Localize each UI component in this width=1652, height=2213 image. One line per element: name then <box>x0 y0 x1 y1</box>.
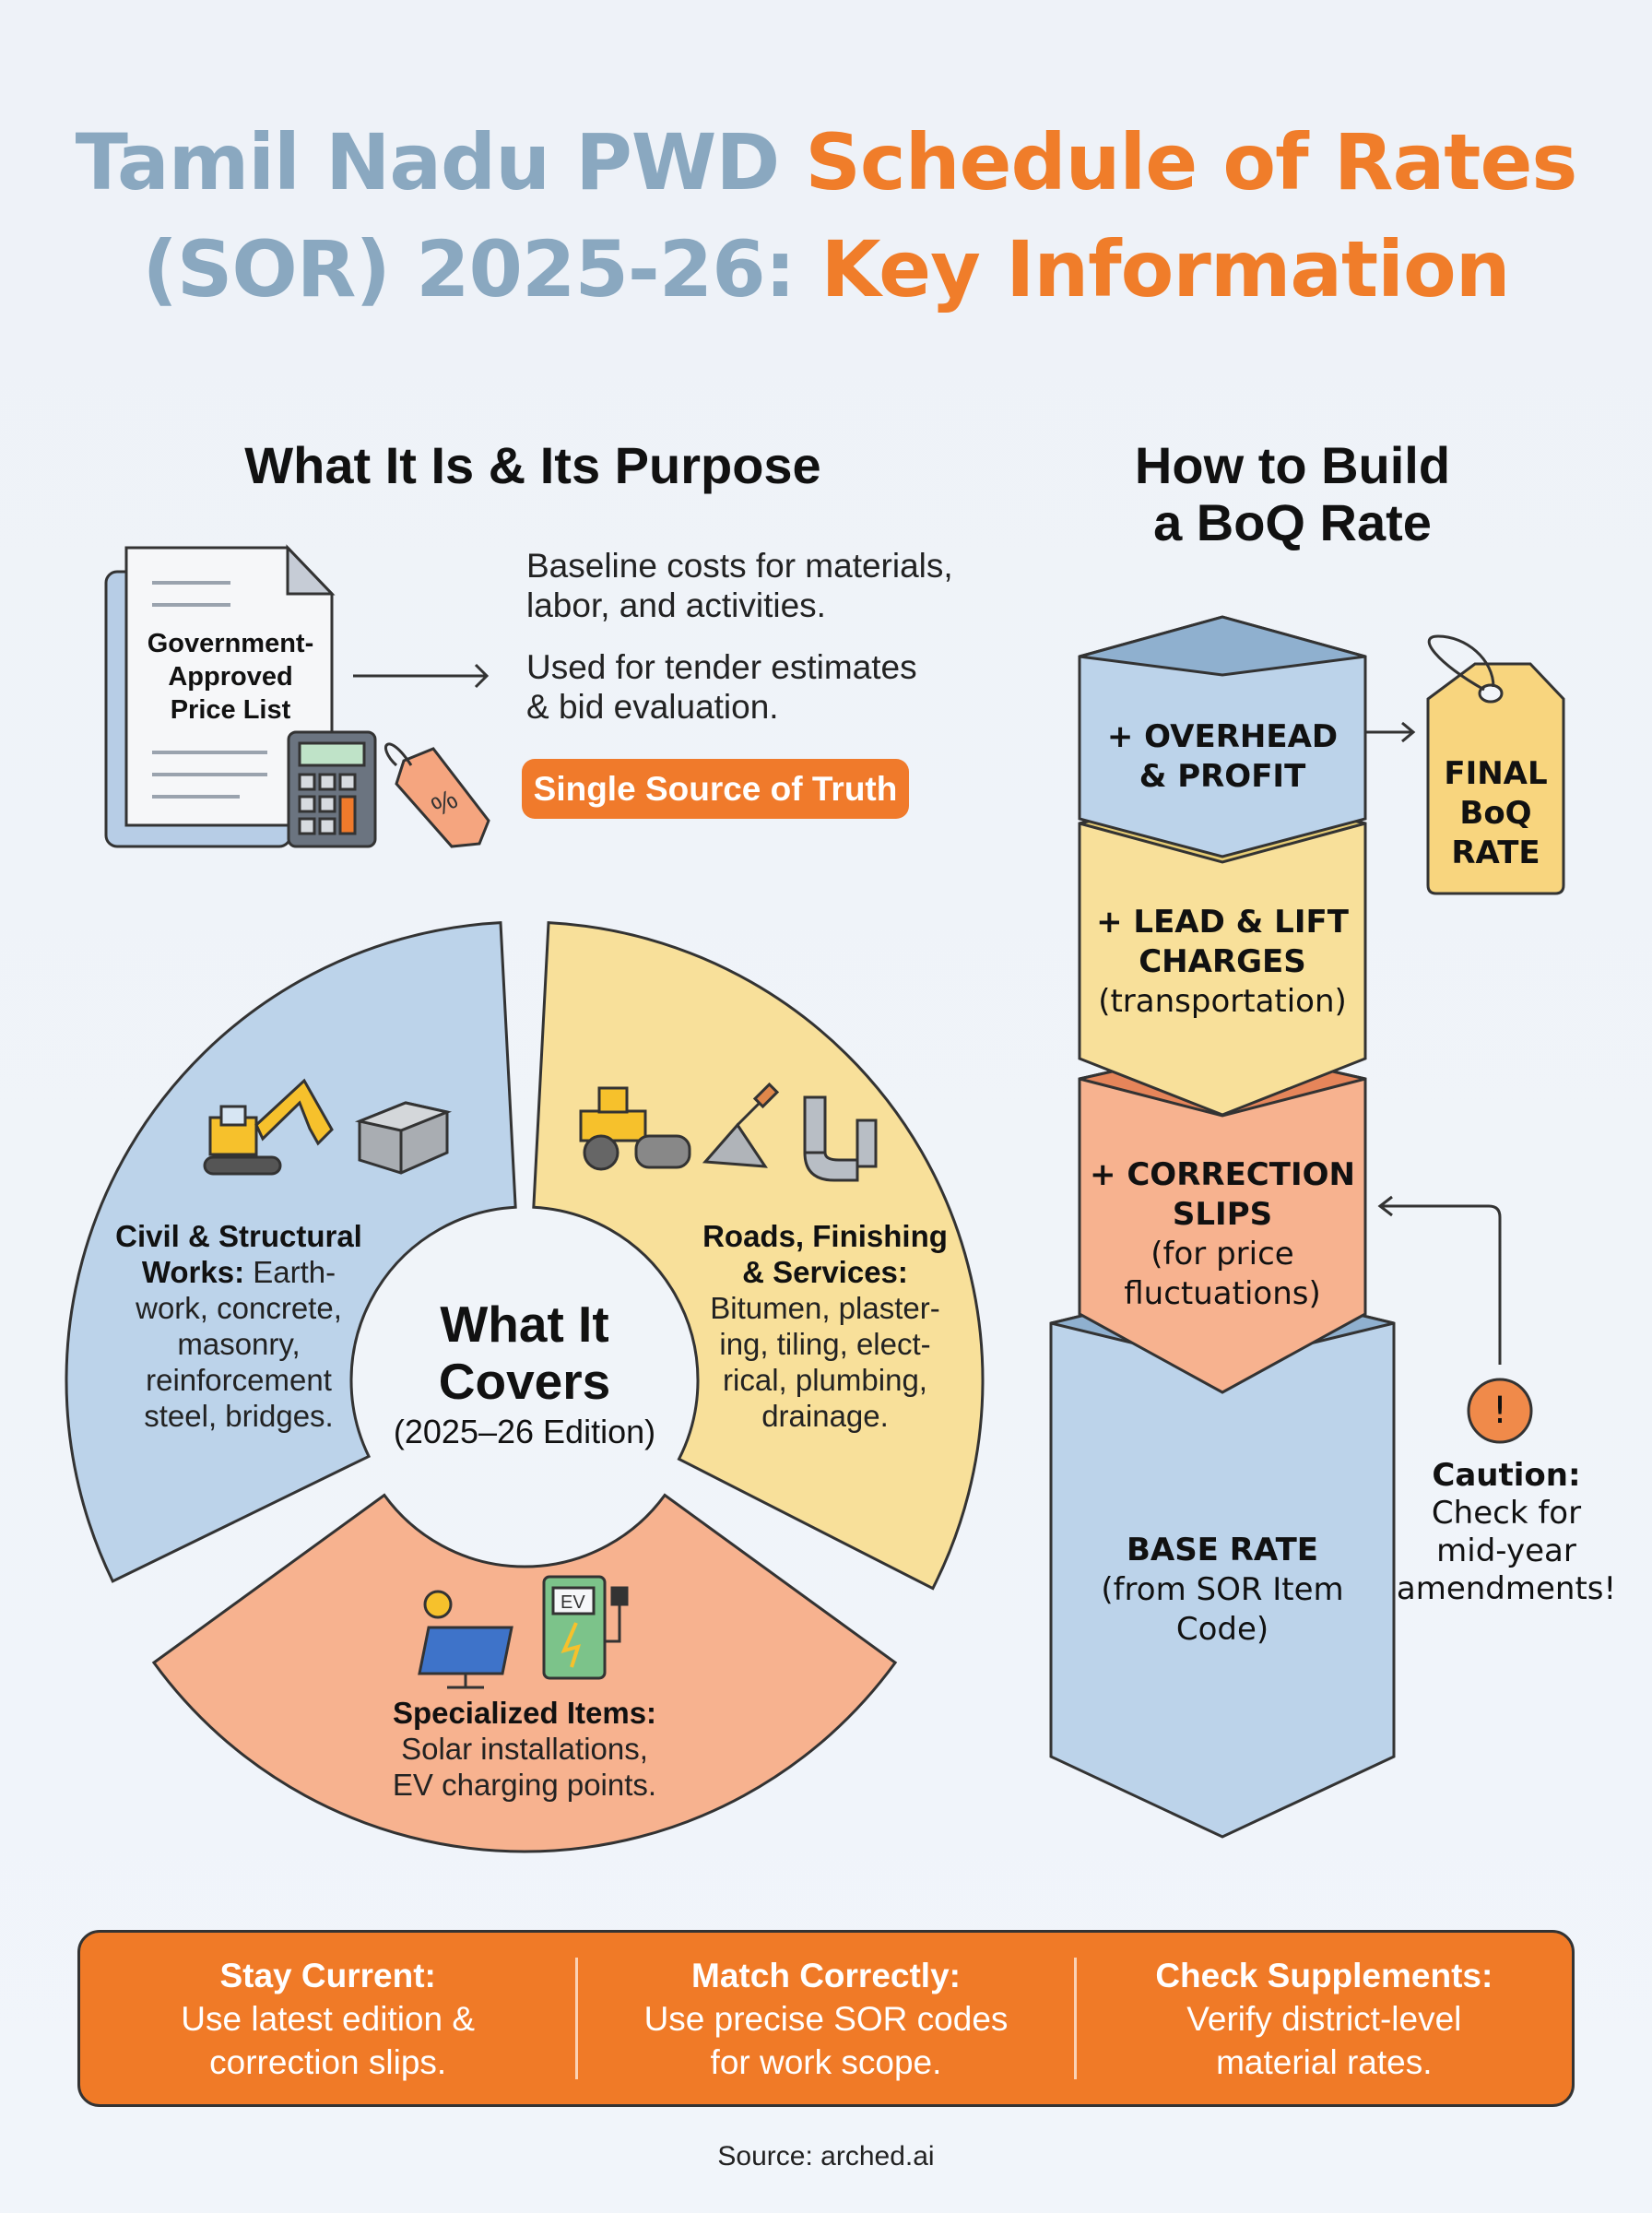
civil-text: steel, bridges. <box>144 1399 334 1433</box>
overhead-label: & PROFIT <box>1139 758 1306 795</box>
overhead-label: + OVERHEAD <box>1106 718 1339 755</box>
document-icon <box>104 544 336 848</box>
caution-title: Caution: <box>1432 1457 1581 1494</box>
title-part: Schedule of Rates <box>805 117 1577 207</box>
tip-title: Match Correctly: <box>691 1956 961 1994</box>
road-roller-icon <box>579 1086 691 1171</box>
caution-text: Check for <box>1431 1495 1582 1532</box>
purpose-point: & bid evaluation. <box>526 688 779 726</box>
covers-title: Covers <box>438 1353 611 1410</box>
solar-panel-icon <box>418 1590 513 1689</box>
ev-charger-icon: EV <box>542 1575 629 1680</box>
pipe-icon <box>803 1095 878 1182</box>
source-credit: Source: arched.ai <box>717 2141 935 2172</box>
tip-match-correctly: Match Correctly: Use precise SOR codes for… <box>578 1954 1073 2084</box>
tip-text: Verify district-level <box>1186 1999 1462 2038</box>
roads-title: & Services: <box>742 1255 908 1289</box>
tip-text: Use precise SOR codes <box>643 1999 1009 2038</box>
caution-symbol: ! <box>1492 1390 1508 1432</box>
special-segment-text: Specialized Items: Solar installations, E… <box>340 1695 709 1803</box>
tip-text: for work scope. <box>710 2042 942 2081</box>
correction-sub: fluctuations) <box>1124 1275 1321 1312</box>
base-sub: Code) <box>1175 1611 1269 1648</box>
lead-label: CHARGES <box>1139 943 1306 980</box>
purpose-point: Baseline costs for materials, <box>526 547 953 585</box>
civil-text: masonry, <box>177 1327 301 1361</box>
arrow-icon <box>353 663 490 689</box>
single-source-badge: Single Source of Truth <box>522 759 909 819</box>
tip-title: Stay Current: <box>219 1956 436 1994</box>
caution-arrow-icon <box>1377 1195 1502 1365</box>
roads-segment <box>532 921 985 1591</box>
divider <box>575 1958 579 2079</box>
divider <box>1073 1958 1077 2079</box>
roads-text: Bitumen, plaster- <box>710 1291 940 1325</box>
special-text: Solar installations, <box>401 1732 648 1766</box>
tip-text: correction slips. <box>209 2042 447 2081</box>
special-title: Specialized Items: <box>392 1696 657 1730</box>
final-label: FINAL <box>1444 755 1548 792</box>
tips-bar: Stay Current: Use latest edition & correct… <box>77 1930 1575 2107</box>
tip-check-supplements: Check Supplements: Verify district-level m… <box>1077 1954 1572 2084</box>
correction-sub: (for price <box>1150 1236 1294 1272</box>
doc-label: Price List <box>170 695 291 725</box>
title-part: Key Information <box>820 224 1511 314</box>
boq-heading: How to Build <box>1134 436 1451 494</box>
civil-segment <box>65 921 517 1583</box>
specialized-segment <box>151 1493 898 1853</box>
tip-stay-current: Stay Current: Use latest edition & correct… <box>80 1954 575 2084</box>
civil-text: Earth- <box>244 1255 336 1289</box>
correction-label: SLIPS <box>1172 1196 1273 1233</box>
roads-text: drainage. <box>761 1399 889 1433</box>
boq-heading: a BoQ Rate <box>1153 493 1432 551</box>
civil-text: work, concrete, <box>136 1291 342 1325</box>
price-tag-icon: % <box>384 742 490 848</box>
roads-text: ing, tiling, elect- <box>719 1327 931 1361</box>
roads-title: Roads, Finishing <box>702 1219 948 1253</box>
purpose-heading: What It Is & Its Purpose <box>244 436 821 494</box>
civil-title: Works: <box>141 1255 245 1289</box>
title-part: Tamil Nadu PWD <box>75 117 806 207</box>
covers-title: What It <box>440 1296 609 1353</box>
civil-title: Civil & Structural <box>115 1219 362 1253</box>
covers-subtitle: (2025–26 Edition) <box>393 1413 656 1450</box>
ev-label: EV <box>560 1592 585 1613</box>
final-label: RATE <box>1451 834 1540 871</box>
title-part: (SOR) 2025-26: <box>142 224 821 314</box>
lead-sub: (transportation) <box>1098 983 1347 1020</box>
arrow-to-final-icon <box>1365 721 1416 743</box>
correction-label: + CORRECTION <box>1090 1156 1355 1193</box>
tip-text: Use latest edition & <box>181 1999 476 2038</box>
tip-title: Check Supplements: <box>1155 1956 1493 1994</box>
donut-chart <box>65 921 985 1853</box>
page-title: Tamil Nadu PWD Schedule of Rates (SOR) 2… <box>0 109 1652 323</box>
final-tag-icon <box>1426 634 1565 895</box>
special-text: EV charging points. <box>392 1768 657 1802</box>
roads-segment-text: Roads, Finishing & Services: Bitumen, pla… <box>687 1218 963 1434</box>
civil-segment-text: Civil & Structural Works: Earth- work, co… <box>91 1218 386 1434</box>
caution-text: mid-year <box>1436 1533 1576 1569</box>
caution-icon <box>1467 1378 1533 1444</box>
base-label: BASE RATE <box>1126 1532 1319 1568</box>
purpose-point: Used for tender estimates <box>526 648 917 686</box>
concrete-block-icon <box>354 1101 453 1175</box>
final-label: BoQ <box>1459 795 1532 832</box>
doc-label: Government- <box>147 629 314 658</box>
excavator-icon <box>203 1078 334 1176</box>
calculator-icon <box>287 730 377 848</box>
trowel-icon <box>702 1082 780 1168</box>
rate-stack <box>1049 615 1396 1839</box>
roads-text: rical, plumbing, <box>723 1363 927 1397</box>
caution-text: amendments! <box>1396 1570 1617 1607</box>
lead-label: + LEAD & LIFT <box>1096 904 1349 941</box>
civil-text: reinforcement <box>146 1363 332 1397</box>
purpose-point: labor, and activities. <box>526 586 826 624</box>
doc-label: Approved <box>168 662 293 692</box>
tip-text: material rates. <box>1216 2042 1433 2081</box>
base-sub: (from SOR Item <box>1101 1571 1344 1608</box>
